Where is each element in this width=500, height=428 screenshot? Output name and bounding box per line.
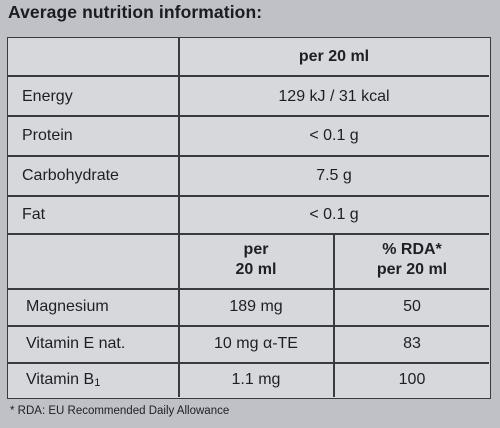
bottom-header-rda-line2: per 20 ml bbox=[376, 261, 448, 278]
divider bbox=[8, 233, 489, 235]
row-label-vitamin-e: Vitamin E nat. bbox=[26, 335, 126, 352]
nutrition-table: per 20 ml Energy 129 kJ / 31 kcal Protei… bbox=[7, 37, 491, 399]
row-label-vitamin-b1-main: Vitamin B bbox=[26, 371, 95, 388]
divider bbox=[8, 115, 489, 117]
column-divider bbox=[178, 38, 180, 397]
bottom-header-per-20ml: per 20 ml bbox=[179, 240, 333, 280]
row-amount-vitamin-e: 10 mg α-TE bbox=[214, 335, 298, 352]
top-header-per-20ml: per 20 ml bbox=[298, 48, 370, 65]
divider bbox=[8, 325, 489, 327]
divider bbox=[8, 75, 489, 77]
row-value-energy: 129 kJ / 31 kcal bbox=[278, 88, 390, 105]
row-label-energy: Energy bbox=[22, 88, 73, 105]
column-divider bbox=[333, 233, 335, 397]
row-label-vitamin-b1: Vitamin B1 bbox=[26, 370, 100, 393]
row-rda-vitamin-e: 83 bbox=[403, 335, 421, 352]
divider bbox=[8, 362, 489, 364]
bottom-header-per-20ml-line2: 20 ml bbox=[235, 261, 277, 278]
divider bbox=[8, 195, 489, 197]
bottom-header-rda: % RDA* per 20 ml bbox=[335, 240, 489, 280]
row-amount-vitamin-b1: 1.1 mg bbox=[231, 371, 281, 388]
row-amount-magnesium: 189 mg bbox=[229, 298, 283, 315]
row-value-fat: < 0.1 g bbox=[309, 206, 359, 223]
row-label-carbohydrate: Carbohydrate bbox=[22, 167, 119, 184]
row-label-magnesium: Magnesium bbox=[26, 298, 109, 315]
row-rda-magnesium: 50 bbox=[403, 298, 421, 315]
row-label-vitamin-b1-subscript: 1 bbox=[94, 377, 101, 389]
row-label-fat: Fat bbox=[22, 206, 46, 223]
row-value-protein: < 0.1 g bbox=[309, 127, 359, 144]
row-rda-vitamin-b1: 100 bbox=[398, 371, 426, 388]
divider bbox=[8, 288, 489, 290]
page-title: Average nutrition information: bbox=[8, 2, 263, 22]
divider bbox=[8, 155, 489, 157]
row-label-protein: Protein bbox=[22, 127, 73, 144]
row-value-carbohydrate: 7.5 g bbox=[316, 167, 352, 184]
bottom-header-per-20ml-line1: per bbox=[243, 241, 269, 258]
bottom-header-rda-line1: % RDA* bbox=[382, 241, 442, 258]
footnote: * RDA: EU Recommended Daily Allowance bbox=[10, 405, 230, 417]
